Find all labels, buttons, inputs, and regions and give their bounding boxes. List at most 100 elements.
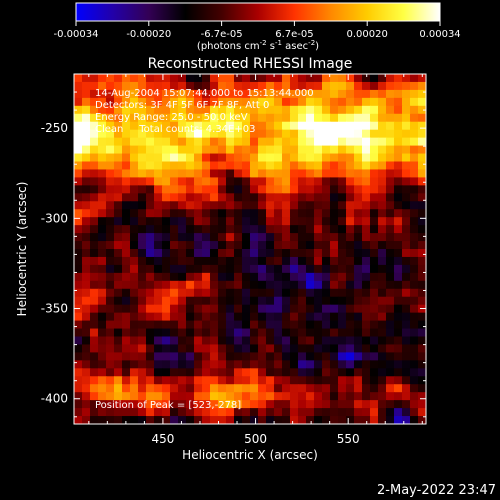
heatmap-pixel [170,97,179,107]
heatmap-pixel [386,249,395,258]
heatmap-pixel [338,129,347,139]
heatmap-pixel [330,137,339,147]
heatmap-pixel [290,280,299,290]
heatmap-pixel [202,384,211,393]
heatmap-pixel [290,89,299,99]
heatmap-pixel [330,256,339,266]
heatmap-pixel [90,360,99,369]
heatmap-pixel [346,272,355,282]
heatmap-pixel [266,249,275,258]
heatmap-pixel [90,137,99,147]
heatmap-pixel [210,129,219,139]
heatmap-pixel [146,185,155,194]
heatmap-pixel [258,129,267,139]
heatmap-pixel [250,185,259,194]
heatmap-pixel [402,416,411,424]
heatmap-pixel [386,312,395,322]
heatmap-pixel [418,185,426,194]
heatmap-pixel [178,368,187,377]
heatmap-pixel [98,416,107,424]
heatmap-pixel [218,320,227,330]
heatmap-pixel [114,177,123,186]
heatmap-pixel [154,320,163,330]
heatmap-pixel [178,209,187,218]
heatmap-pixel [186,328,195,338]
heatmap-pixel [330,185,339,194]
heatmap-pixel [122,121,131,131]
heatmap-pixel [186,384,195,393]
heatmap-pixel [82,296,91,306]
heatmap-pixel [226,360,235,369]
heatmap-pixel [258,272,267,282]
heatmap-pixel [290,304,299,314]
heatmap-pixel [306,74,315,83]
heatmap-pixel [338,288,347,298]
heatmap-pixel [314,376,323,385]
heatmap-pixel [90,249,99,258]
heatmap-pixel [418,201,426,210]
heatmap-pixel [202,288,211,298]
heatmap-pixel [314,352,323,361]
heatmap-pixel [266,209,275,218]
heatmap-pixel [146,336,155,346]
heatmap-pixel [114,89,123,99]
heatmap-pixel [258,177,267,186]
heatmap-pixel [74,312,83,322]
heatmap-pixel [170,89,179,99]
heatmap-pixel [330,352,339,361]
heatmap-pixel [402,249,411,258]
heatmap-pixel [218,201,227,210]
heatmap-pixel [106,233,115,242]
heatmap-pixel [234,360,243,369]
heatmap-pixel [362,209,371,218]
heatmap-pixel [314,368,323,377]
heatmap-pixel [210,209,219,218]
heatmap-pixel [322,352,331,361]
heatmap-pixel [370,360,379,369]
heatmap-pixel [330,209,339,218]
heatmap-pixel [338,217,347,226]
heatmap-pixel [362,328,371,338]
heatmap-pixel [250,169,259,179]
heatmap-pixel [338,400,347,409]
heatmap-pixel [234,272,243,282]
heatmap-pixel [282,392,291,401]
heatmap-pixel [322,137,331,147]
heatmap-pixel [290,408,299,417]
heatmap-pixel [290,129,299,139]
heatmap-pixel [202,217,211,226]
heatmap-pixel [210,233,219,242]
heatmap-pixel [298,185,307,194]
heatmap-pixel [386,344,395,354]
heatmap-pixel [226,89,235,99]
heatmap-pixel [330,81,339,91]
heatmap-pixel [90,185,99,194]
heatmap-pixel [170,288,179,298]
heatmap-pixel [410,416,419,424]
heatmap-pixel [346,137,355,147]
heatmap-pixel [354,249,363,258]
heatmap-pixel [386,97,395,107]
heatmap-pixel [242,129,251,139]
heatmap-pixel [242,312,251,322]
heatmap-pixel [74,97,83,107]
heatmap-pixel [162,392,171,401]
heatmap-pixel [298,74,307,83]
heatmap-pixel [386,288,395,298]
heatmap-pixel [122,81,131,91]
heatmap-pixel [402,89,411,99]
heatmap-pixel [202,129,211,139]
heatmap-pixel [122,145,131,155]
heatmap-pixel [298,304,307,314]
heatmap-pixel [210,304,219,314]
heatmap-pixel [306,225,315,234]
heatmap-pixel [314,296,323,306]
heatmap-pixel [282,352,291,361]
heatmap-pixel [74,296,83,306]
heatmap-pixel [338,177,347,186]
heatmap-pixel [242,105,251,115]
heatmap-pixel [154,225,163,234]
heatmap-pixel [370,312,379,322]
heatmap-pixel [154,384,163,393]
heatmap-pixel [154,153,163,163]
